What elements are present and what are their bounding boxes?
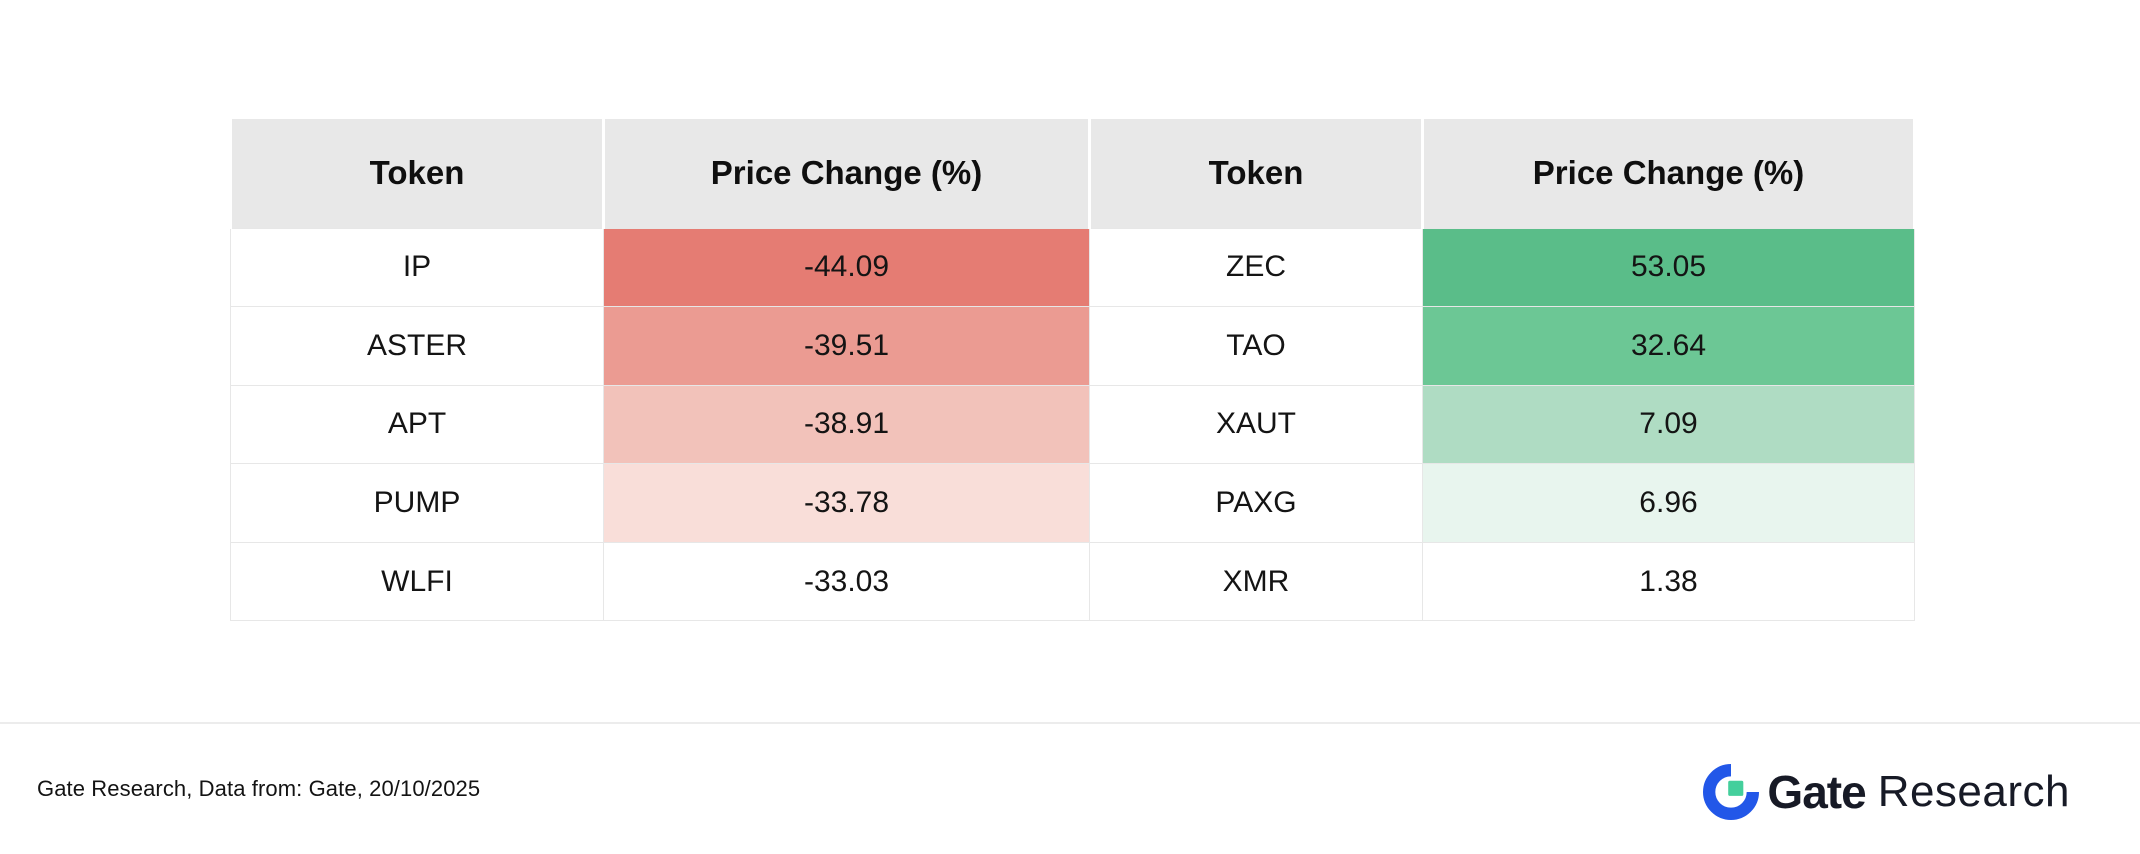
brand-wordmark-gate: Gate (1767, 766, 1866, 818)
token-cell: ZEC (1089, 227, 1423, 308)
table-row: IP -44.09 ZEC 53.05 (230, 227, 1915, 308)
gate-logo-icon (1703, 764, 1760, 820)
token-cell: IP (230, 227, 604, 308)
price-change-cell: 1.38 (1422, 541, 1915, 622)
table-row: APT -38.91 XAUT 7.09 (230, 384, 1915, 465)
price-change-cell: -33.03 (603, 541, 1090, 622)
source-note: Gate Research, Data from: Gate, 20/10/20… (37, 776, 481, 801)
token-cell: PAXG (1089, 463, 1423, 543)
token-cell: PUMP (230, 463, 604, 543)
price-change-cell: 32.64 (1422, 306, 1915, 386)
price-change-table: Token Price Change (%) Token Price Chang… (229, 119, 1916, 622)
header-token-left: Token (229, 119, 605, 228)
table-row: PUMP -33.78 PAXG 6.96 (230, 463, 1915, 543)
header-price-change-right: Price Change (%) (1421, 119, 1916, 228)
price-change-cell: 6.96 (1422, 463, 1915, 543)
token-cell: APT (230, 384, 604, 465)
footer-divider (0, 722, 2140, 724)
gate-research-logo: Gate Research (1703, 760, 2070, 824)
table-row: ASTER -39.51 TAO 32.64 (230, 306, 1915, 386)
price-change-cell: -44.09 (603, 227, 1090, 308)
header-token-right: Token (1088, 119, 1424, 228)
token-cell: XMR (1089, 541, 1423, 622)
brand-wordmark-research: Research (1877, 767, 2070, 816)
price-change-cell: -38.91 (603, 384, 1090, 465)
token-cell: TAO (1089, 306, 1423, 386)
token-cell: ASTER (230, 306, 604, 386)
token-cell: XAUT (1089, 384, 1423, 465)
table-row: WLFI -33.03 XMR 1.38 (230, 541, 1915, 622)
price-change-cell: 53.05 (1422, 227, 1915, 308)
price-change-cell: 7.09 (1422, 384, 1915, 465)
price-change-cell: -39.51 (603, 306, 1090, 386)
header-price-change-left: Price Change (%) (602, 119, 1091, 228)
table-header-row: Token Price Change (%) Token Price Chang… (229, 119, 1916, 228)
price-change-cell: -33.78 (603, 463, 1090, 543)
token-cell: WLFI (230, 541, 604, 622)
